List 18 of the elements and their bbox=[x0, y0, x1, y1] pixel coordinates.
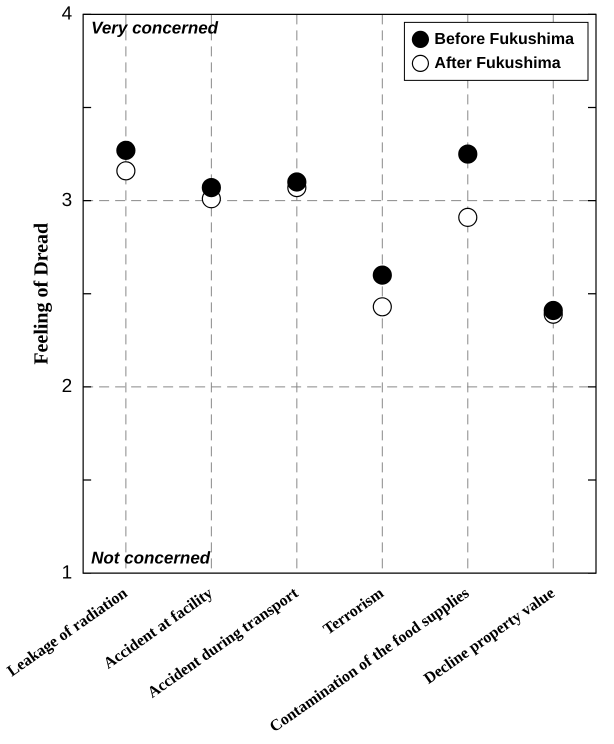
point bbox=[544, 300, 563, 320]
y-tick-label: 3 bbox=[62, 190, 72, 211]
annotation: Not concerned bbox=[91, 548, 211, 568]
point bbox=[458, 208, 478, 227]
legend-label: After Fukushima bbox=[434, 54, 561, 72]
legend-label: Before Fukushima bbox=[434, 30, 574, 48]
point bbox=[372, 266, 392, 285]
y-tick-label: 1 bbox=[62, 562, 72, 584]
point bbox=[287, 172, 306, 192]
y-tick-label: 4 bbox=[62, 4, 73, 25]
point bbox=[202, 178, 221, 198]
point bbox=[116, 140, 136, 160]
y-axis-title: Feeling of Dread bbox=[30, 222, 53, 365]
point bbox=[458, 144, 478, 164]
y-tick-label: 2 bbox=[62, 376, 72, 398]
point bbox=[116, 161, 136, 180]
annotation: Very concerned bbox=[91, 18, 219, 38]
point bbox=[372, 297, 392, 316]
